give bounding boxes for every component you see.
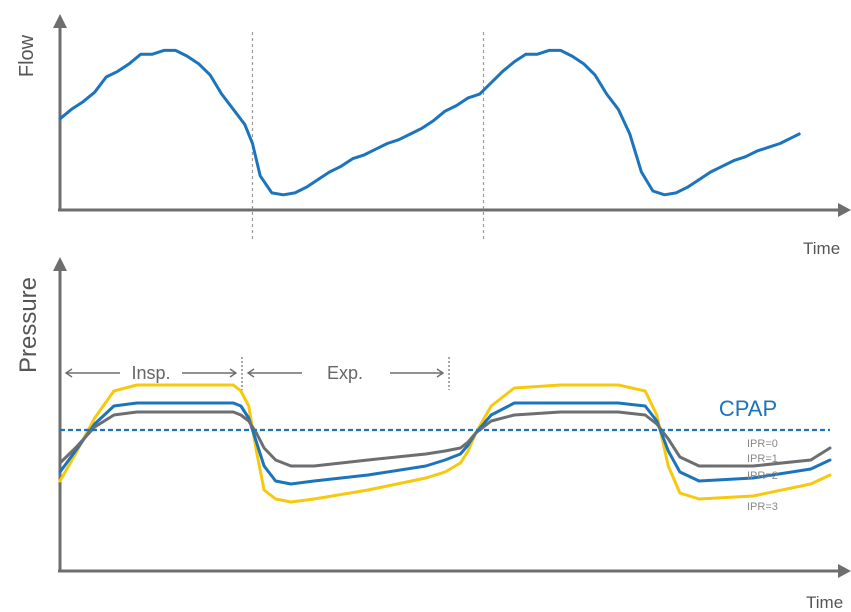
flow-chart: Flow Time [16, 14, 851, 258]
cpap-label: CPAP [719, 396, 777, 421]
flow-y-label: Flow [16, 34, 38, 77]
pressure-curve-ipr-3 [58, 383, 832, 504]
pressure-curve-ipr-1 [58, 410, 832, 468]
insp-arrow-left-head [64, 368, 73, 378]
ipr-label-1: IPR=1 [747, 453, 778, 465]
exp-arrow-right-head [436, 368, 445, 378]
insp-arrow-right-head [229, 368, 238, 378]
flow-x-axis-arrow [838, 203, 851, 217]
pressure-y-axis-arrow [53, 257, 67, 271]
pressure-x-axis-arrow [838, 564, 851, 578]
pressure-chart: Pressure Time Insp. Exp. CPAP IPR=0 IPR=… [15, 257, 851, 612]
ipr-label-3: IPR=3 [747, 501, 778, 513]
ipr-label-2: IPR=2 [747, 470, 778, 482]
ipr-label-0: IPR=0 [747, 438, 778, 450]
pressure-series [58, 383, 832, 504]
phase-annotation: Insp. Exp. [59, 357, 450, 390]
flow-y-axis-arrow [53, 14, 67, 28]
flow-curve [58, 48, 801, 197]
insp-label: Insp. [131, 363, 170, 383]
pressure-curve-ipr-2 [58, 401, 832, 486]
pressure-y-label: Pressure [15, 277, 42, 373]
pressure-x-label: Time [806, 593, 843, 612]
ipr-labels: IPR=0 IPR=1 IPR=2 IPR=3 [747, 438, 778, 513]
flow-series [58, 48, 801, 197]
exp-label: Exp. [327, 363, 363, 383]
flow-x-label: Time [803, 239, 840, 258]
phase-dividers [251, 32, 485, 240]
